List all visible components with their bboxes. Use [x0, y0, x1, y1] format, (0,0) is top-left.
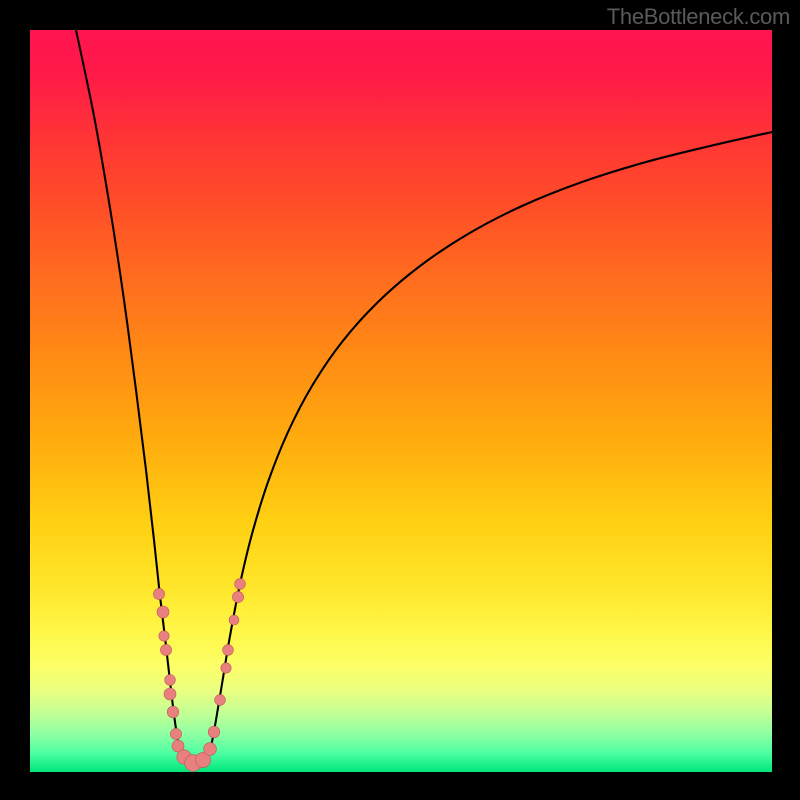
scatter-point	[167, 706, 179, 718]
scatter-point	[204, 743, 217, 756]
chart-container: TheBottleneck.com	[0, 0, 800, 800]
scatter-point	[153, 588, 164, 599]
watermark-text: TheBottleneck.com	[607, 4, 790, 30]
scatter-point	[157, 606, 169, 618]
scatter-point	[164, 688, 176, 700]
scatter-point	[160, 644, 171, 655]
scatter-point	[165, 675, 176, 686]
scatter-point	[215, 695, 226, 706]
chart-svg	[0, 0, 800, 800]
scatter-point	[159, 631, 169, 641]
scatter-point	[221, 663, 231, 673]
scatter-point	[232, 591, 243, 602]
scatter-point	[223, 645, 234, 656]
gradient-background	[30, 30, 772, 772]
scatter-point	[229, 615, 239, 625]
scatter-point	[235, 579, 246, 590]
scatter-point	[170, 728, 181, 739]
scatter-point	[208, 726, 220, 738]
